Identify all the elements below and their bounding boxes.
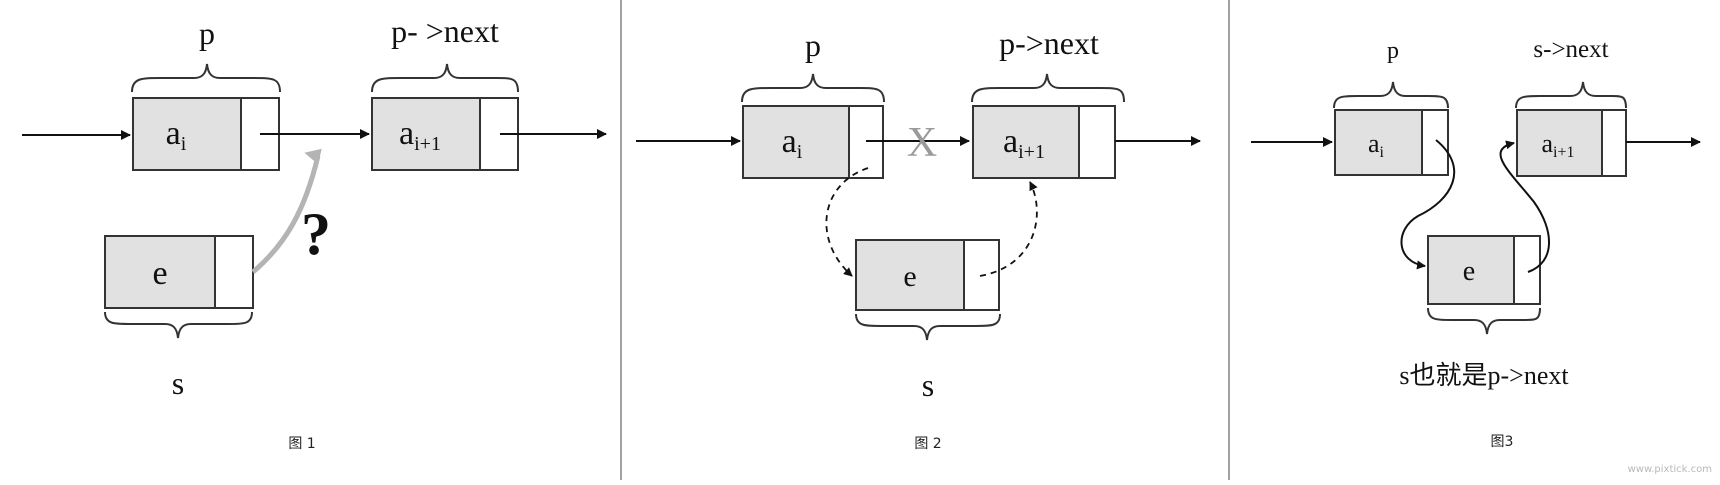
figure-1: p p- >next ai ai+1 e	[22, 13, 607, 452]
node-ai1: ai+1	[1516, 109, 1627, 177]
p-brace	[1333, 81, 1449, 109]
node-ai1: ai+1	[371, 97, 519, 171]
node-ai: ai	[742, 105, 884, 179]
node-e: e	[855, 239, 1000, 311]
node-e-data	[104, 235, 216, 309]
node-ai-label: ai	[1368, 129, 1385, 161]
node-ai1-data	[1516, 109, 1603, 177]
link-e-to-ai1	[1499, 140, 1550, 273]
p-brace	[741, 73, 885, 103]
s-label: s	[922, 367, 934, 403]
node-e-label: e	[152, 255, 167, 292]
next-brace	[1515, 81, 1627, 109]
question-mark: ?	[301, 201, 331, 267]
node-ai-pointer	[1421, 109, 1449, 176]
figure-3: p s->next ai ai+1 e s也就是p->next	[1251, 36, 1701, 450]
node-ai: ai	[1334, 109, 1449, 176]
p-label: p	[199, 15, 215, 51]
s-brace	[855, 313, 1001, 341]
node-ai1: ai+1	[972, 105, 1116, 179]
node-e-data	[1427, 235, 1515, 305]
node-ai1-label: ai+1	[1003, 123, 1045, 163]
node-ai1-label: ai+1	[1541, 129, 1574, 161]
node-e-pointer	[963, 239, 1000, 311]
s-brace	[104, 311, 253, 339]
node-e: e	[1427, 235, 1541, 305]
node-ai-data	[132, 97, 242, 171]
link-ai-to-e	[1400, 139, 1456, 270]
node-e-data	[855, 239, 965, 311]
p-label: p	[1387, 38, 1399, 64]
s-label: s也就是p->next	[1399, 361, 1569, 390]
next-label: p- >next	[391, 13, 499, 49]
node-e: e	[104, 235, 254, 309]
node-e-label: e	[903, 260, 916, 293]
p-label: p	[805, 27, 821, 63]
node-ai: ai	[132, 97, 280, 171]
s-brace	[1427, 307, 1541, 335]
node-ai1-label: ai+1	[399, 115, 441, 155]
cut-mark: X	[907, 120, 937, 166]
s-label: s	[172, 365, 184, 401]
figure-2-caption: 图 2	[914, 436, 941, 452]
node-ai-data	[742, 105, 850, 179]
node-ai-label: ai	[782, 123, 803, 163]
next-label: p->next	[999, 25, 1099, 61]
dashed-link-ai-to-e	[825, 167, 869, 277]
figure-2: p p->next ai X ai+1 e s	[636, 25, 1201, 452]
uncertain-arrow	[251, 148, 322, 274]
node-ai-label: ai	[166, 115, 187, 155]
p-brace	[131, 63, 281, 93]
node-ai1-pointer	[1601, 109, 1627, 177]
node-e-label: e	[1463, 256, 1475, 287]
watermark: www.pixtick.com	[1628, 464, 1712, 475]
node-e-pointer	[1513, 235, 1541, 305]
figure-3-caption: 图3	[1491, 434, 1514, 450]
next-brace	[371, 63, 519, 93]
next-label: s->next	[1533, 36, 1608, 63]
next-brace	[971, 73, 1125, 103]
dashed-link-e-to-ai1	[979, 181, 1038, 277]
node-e-pointer	[214, 235, 254, 309]
node-ai1-pointer	[1078, 105, 1116, 179]
figure-1-caption: 图 1	[288, 436, 315, 452]
